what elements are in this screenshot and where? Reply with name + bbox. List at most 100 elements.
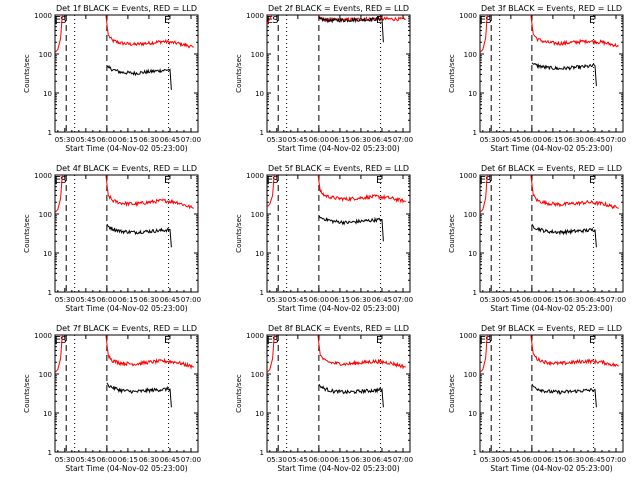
x-tick-label: 06:30 <box>564 456 584 464</box>
y-tick-label: 1 <box>473 289 477 297</box>
plot-frame <box>54 334 199 453</box>
event-marker-label: S <box>485 335 491 346</box>
event-marker-label: S <box>60 15 66 26</box>
x-tick-label: 05:45 <box>76 136 96 144</box>
x-tick-label: 07:00 <box>606 296 626 304</box>
x-tick-label: 05:45 <box>76 456 96 464</box>
events-series-line <box>318 215 384 242</box>
x-tick-label: 05:30 <box>480 456 500 464</box>
y-tick-label: 1 <box>260 129 264 137</box>
x-tick-label: 05:30 <box>55 136 75 144</box>
x-tick-label: 05:45 <box>76 296 96 304</box>
lld-series-line <box>480 15 619 53</box>
y-tick-label: 10 <box>43 410 52 418</box>
x-tick-label: 05:45 <box>288 456 308 464</box>
y-tick-label: 100 <box>251 211 264 219</box>
events-series-line <box>318 383 384 408</box>
y-axis-label: Counts/sec <box>235 374 243 413</box>
y-tick-label: 100 <box>39 211 52 219</box>
event-marker-label: E <box>480 15 486 26</box>
x-tick-label: 06:00 <box>309 456 329 464</box>
lld-series-line <box>480 335 619 373</box>
event-marker-label: E <box>480 175 486 186</box>
x-tick-label: 05:45 <box>501 136 521 144</box>
event-marker-label: S <box>272 335 278 346</box>
x-tick-label: 06:30 <box>564 136 584 144</box>
x-tick-label: 06:45 <box>160 456 180 464</box>
x-tick-label: 06:30 <box>351 296 371 304</box>
lld-series-line <box>480 175 619 213</box>
chart-panel: Det 9f BLACK = Events, RED = LLD 1 10 100 10… <box>448 324 626 473</box>
chart-title: Det 5f BLACK = Events, RED = LLD <box>268 164 409 173</box>
y-tick-label: 1000 <box>246 332 264 340</box>
event-marker-label: E <box>589 15 595 26</box>
y-tick-label: 10 <box>43 90 52 98</box>
event-marker-label: E <box>267 15 273 26</box>
y-tick-label: 10 <box>468 90 477 98</box>
x-tick-label: 07:00 <box>181 296 201 304</box>
y-tick-label: 100 <box>39 371 52 379</box>
event-marker-label: S <box>485 15 491 26</box>
y-axis-label: Counts/sec <box>235 214 243 253</box>
x-axis-label: Start Time (04-Nov-02 05:23:00) <box>490 144 612 153</box>
x-tick-label: 05:45 <box>501 456 521 464</box>
x-tick-label: 07:00 <box>393 296 413 304</box>
x-axis-label: Start Time (04-Nov-02 05:23:00) <box>490 464 612 473</box>
event-marker-label: E <box>376 175 382 186</box>
chart-title: Det 9f BLACK = Events, RED = LLD <box>481 324 622 333</box>
x-tick-label: 06:45 <box>372 296 392 304</box>
event-marker-label: S <box>60 175 66 186</box>
x-tick-label: 06:45 <box>585 296 605 304</box>
event-marker-label: E <box>376 335 382 346</box>
chart-title: Det 2f BLACK = Events, RED = LLD <box>268 4 409 13</box>
y-tick-label: 10 <box>255 90 264 98</box>
event-marker-label: E <box>480 335 486 346</box>
event-marker-label: E <box>164 15 170 26</box>
chart-panel: Det 4f BLACK = Events, RED = LLD 1 10 100 10… <box>23 164 201 313</box>
events-series-line <box>318 15 384 43</box>
x-tick-label: 05:45 <box>501 296 521 304</box>
y-tick-label: 100 <box>39 51 52 59</box>
event-marker-label: E <box>267 335 273 346</box>
y-tick-label: 1 <box>48 449 52 457</box>
y-tick-label: 1000 <box>459 12 477 20</box>
chart-panel: Det 8f BLACK = Events, RED = LLD 1 10 100 10… <box>235 324 413 473</box>
x-tick-label: 06:30 <box>139 136 159 144</box>
x-tick-label: 06:15 <box>330 296 350 304</box>
x-axis-label: Start Time (04-Nov-02 05:23:00) <box>490 304 612 313</box>
x-tick-label: 05:30 <box>480 136 500 144</box>
event-marker-label: E <box>589 335 595 346</box>
y-tick-label: 1 <box>260 289 264 297</box>
y-tick-label: 10 <box>468 410 477 418</box>
plot-frame <box>479 174 624 293</box>
lld-series-line <box>267 335 406 373</box>
chart-title: Det 3f BLACK = Events, RED = LLD <box>481 4 622 13</box>
y-axis-label: Counts/sec <box>448 214 456 253</box>
lld-series-line <box>267 175 406 208</box>
x-tick-label: 06:15 <box>118 456 138 464</box>
plot-frame <box>266 334 411 453</box>
x-tick-label: 07:00 <box>393 456 413 464</box>
chart-title: Det 6f BLACK = Events, RED = LLD <box>481 164 622 173</box>
chart-panel: Det 3f BLACK = Events, RED = LLD 1 10 100 10… <box>448 4 626 153</box>
plot-frame <box>266 14 411 133</box>
chart-panel: Det 7f BLACK = Events, RED = LLD 1 10 100 10… <box>23 324 201 473</box>
x-tick-label: 06:15 <box>543 456 563 464</box>
y-tick-label: 1 <box>473 449 477 457</box>
plot-frame <box>54 14 199 133</box>
event-marker-label: E <box>55 175 61 186</box>
event-marker-label: S <box>272 15 278 26</box>
lld-series-line <box>55 335 194 373</box>
x-tick-label: 06:30 <box>564 296 584 304</box>
y-axis-label: Counts/sec <box>23 54 31 93</box>
event-marker-label: E <box>164 175 170 186</box>
events-series-line <box>531 383 597 408</box>
plot-frame <box>54 174 199 293</box>
y-axis-label: Counts/sec <box>448 374 456 413</box>
event-marker-label: E <box>589 175 595 186</box>
y-tick-label: 1 <box>473 129 477 137</box>
x-tick-label: 06:30 <box>351 456 371 464</box>
x-tick-label: 06:15 <box>330 136 350 144</box>
events-series-line <box>531 62 597 87</box>
